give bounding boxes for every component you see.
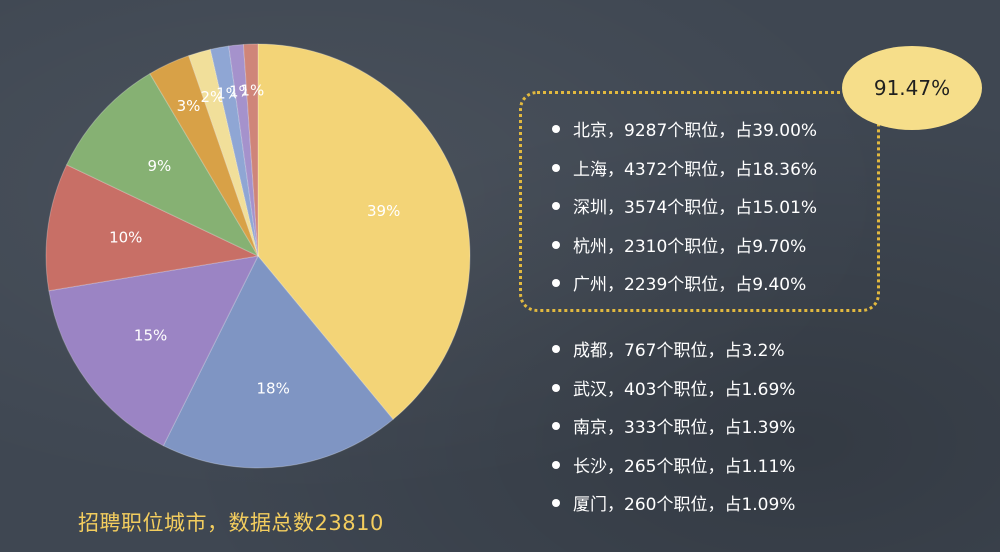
list-item-text: 长沙，265个职位，占1.11% [573, 456, 796, 477]
bullet-icon [552, 240, 560, 249]
pie-slice-4 [45, 164, 260, 292]
list-item-text: 厦门，260个职位，占1.09% [573, 495, 796, 515]
pie-slice-9 [228, 43, 259, 257]
pie-slice-label-8: 1% [216, 84, 240, 102]
list-item-text: 北京，9287个职位，占39.00% [573, 121, 818, 141]
bullet-icon [552, 345, 560, 353]
pie-slice-label-5: 9% [147, 157, 171, 175]
bullet-icon [552, 279, 560, 287]
list-item-text: 深圳，3574个职位，占15.01% [573, 198, 818, 218]
pie-slice-label-2: 18% [257, 380, 290, 398]
list-item: 武汉，403个职位，占1.69% [552, 371, 795, 410]
top-cities-highlight-box [519, 91, 880, 312]
pie-slice-5 [65, 72, 260, 258]
pie-slice-label-3: 15% [134, 326, 167, 344]
top-cities-list: 北京，9287个职位，占39.00% 上海，4372个职位，占18.36% 深圳… [552, 112, 817, 305]
list-item: 杭州，2310个职位，占9.70% [552, 228, 817, 267]
bullet-icon [552, 422, 560, 430]
list-item: 厦门，260个职位，占1.09% [552, 486, 795, 525]
list-item: 长沙，265个职位，占1.11% [552, 448, 795, 487]
list-item: 广州，2239个职位，占9.40% [552, 266, 817, 305]
pie-slice-label-4: 10% [109, 228, 142, 246]
list-item-text: 武汉，403个职位，占1.69% [573, 379, 796, 400]
bullet-icon [552, 163, 560, 172]
list-item-text: 杭州，2310个职位，占9.70% [573, 236, 807, 257]
list-item-text: 南京，333个职位，占1.39% [573, 418, 796, 438]
bullet-icon [552, 383, 560, 392]
pie-slice-10 [242, 43, 259, 257]
pie-slice-6 [149, 54, 259, 257]
list-item-text: 广州，2239个职位，占9.40% [573, 275, 807, 295]
pie-slice-1 [257, 43, 471, 421]
other-cities-list: 成都，767个职位，占3.2% 武汉，403个职位，占1.69% 南京，333个… [552, 332, 795, 525]
list-item: 成都，767个职位，占3.2% [552, 332, 795, 371]
pie-slice-label-7: 2% [200, 88, 224, 106]
list-item-text: 上海，4372个职位，占18.36% [573, 159, 818, 180]
pie-slice-label-1: 39% [367, 202, 400, 220]
bullet-icon [552, 460, 560, 469]
chart-caption: 招聘职位城市，数据总数23810 [78, 511, 384, 535]
list-item: 上海，4372个职位，占18.36% [552, 151, 817, 190]
top-five-share-value: 91.47% [873, 76, 951, 100]
pie-slice-label-6: 3% [177, 97, 201, 115]
pie-slice-2 [162, 255, 394, 469]
pie-slice-3 [48, 255, 259, 447]
pie-slice-7 [188, 48, 259, 257]
top-five-share-badge: 91.47% [842, 46, 982, 130]
list-item: 北京，9287个职位，占39.00% [552, 112, 817, 151]
list-item-text: 成都，767个职位，占3.2% [573, 341, 785, 361]
bullet-icon [552, 202, 560, 210]
bullet-icon [552, 499, 560, 507]
bullet-icon [552, 125, 560, 133]
pie-slice-8 [209, 45, 259, 257]
list-item: 深圳，3574个职位，占15.01% [552, 189, 817, 228]
list-item: 南京，333个职位，占1.39% [552, 409, 795, 448]
pie-slice-label-10: 1% [240, 82, 264, 100]
